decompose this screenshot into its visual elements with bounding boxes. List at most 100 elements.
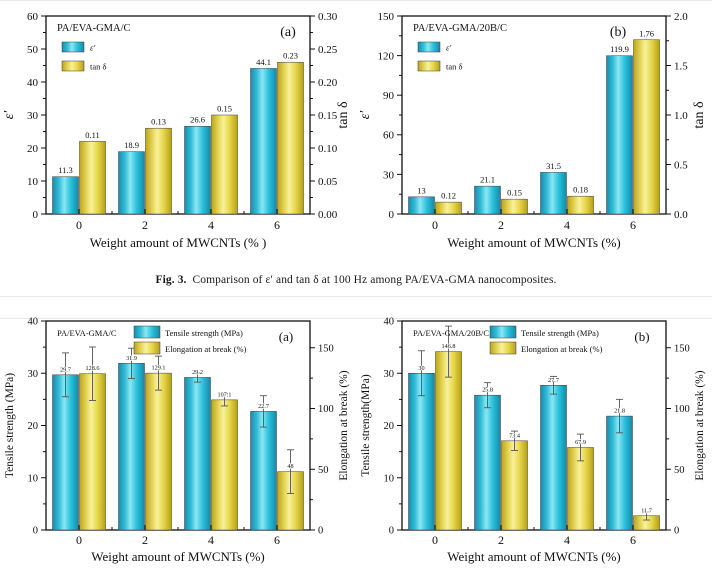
legend: ε′ tan δ bbox=[61, 41, 107, 72]
bar-value-label: 44.1 bbox=[256, 57, 271, 67]
left-tick-label: 10 bbox=[27, 176, 39, 188]
bar-cyan-0 bbox=[408, 373, 435, 531]
left-axis: 0 10 20 30 40 50 60 ε′ bbox=[2, 11, 46, 221]
right-axis-title: Elongation at break (%) bbox=[694, 370, 706, 480]
bar-cyan-2 bbox=[118, 151, 145, 215]
legend-label: tan δ bbox=[90, 62, 107, 72]
bar-yellow-6 bbox=[277, 61, 304, 215]
left-tick-label: 120 bbox=[378, 50, 395, 62]
right-tick-label: 50 bbox=[674, 465, 685, 476]
left-tick-label: 20 bbox=[384, 421, 395, 432]
right-tick-label: 150 bbox=[318, 343, 334, 354]
x-tick-label: 2 bbox=[498, 533, 504, 547]
bar-yellow-0 bbox=[435, 351, 462, 531]
bar-yellow-6 bbox=[633, 39, 660, 215]
x-axis: 0 2 4 6 Weight amount of MWCNTs (%) bbox=[76, 525, 280, 564]
x-axis: 0 2 4 6 Weight amount of MWCNTs (%) bbox=[432, 525, 636, 564]
bar-value-label: 13 bbox=[417, 185, 426, 195]
left-axis-title: Tensile strength (MPa) bbox=[4, 373, 16, 478]
bar-cyan-6 bbox=[250, 68, 277, 215]
x-axis-title: Weight amount of MWCNTs (% ) bbox=[90, 235, 267, 250]
bars: 30 25.8 27.7 21.8 146.8 73.4 67.9 11.7 bbox=[408, 325, 660, 531]
legend-swatch-yellow bbox=[61, 60, 85, 72]
bar-value-label: 119.9 bbox=[610, 44, 629, 54]
bar-value-label: 0.15 bbox=[507, 188, 522, 198]
right-axis: 0.00 0.05 0.10 0.15 0.20 0.25 0.30 tan δ bbox=[310, 11, 351, 221]
bar-value-label: 27.7 bbox=[548, 377, 559, 384]
x-tick-label: 4 bbox=[208, 218, 214, 232]
error-bar bbox=[484, 382, 491, 409]
x-tick-label: 4 bbox=[564, 218, 570, 232]
chart-dielectric-20b: 0 30 60 90 120 150 ε′ 0.0 0.5 1.0 1.5 2.0 tan δ 0 2 4 6W… bbox=[358, 11, 707, 250]
right-axis: 0 50 100 150 Elongation at break (%) bbox=[666, 343, 706, 537]
left-tick-label: 40 bbox=[27, 77, 39, 89]
right-tick-label: 2.0 bbox=[674, 11, 688, 23]
error-bar bbox=[577, 433, 584, 462]
right-tick-label: 0.05 bbox=[318, 176, 338, 188]
bar-value-label: 0.15 bbox=[217, 104, 232, 114]
left-tick-label: 0 bbox=[389, 209, 395, 221]
legend-label: tan δ bbox=[446, 62, 463, 72]
left-tick-label: 40 bbox=[384, 317, 395, 328]
error-bar bbox=[194, 372, 201, 383]
bar-yellow-4 bbox=[211, 399, 238, 531]
bar-cyan-6 bbox=[250, 411, 277, 531]
right-tick-label: 1.0 bbox=[674, 110, 688, 122]
x-tick-label: 4 bbox=[208, 533, 214, 547]
right-tick-label: 0.00 bbox=[318, 209, 338, 221]
page-rule-mid bbox=[0, 296, 712, 297]
error-bar bbox=[260, 395, 267, 428]
x-axis: 0 2 4 6 Weight amount of MWCNTs (%) bbox=[432, 209, 636, 250]
right-tick-label: 100 bbox=[674, 404, 690, 415]
left-tick-label: 20 bbox=[28, 421, 39, 432]
x-tick-label: 6 bbox=[630, 533, 636, 547]
left-tick-label: 20 bbox=[27, 143, 39, 155]
error-bar bbox=[445, 325, 452, 378]
chart-slot-mechanical-20b: 0 10 20 30 40 Tensile strength(MPa) 0 50 100 150 E… bbox=[356, 308, 712, 573]
right-tick-label: 0.25 bbox=[318, 44, 338, 56]
x-tick-label: 2 bbox=[498, 218, 504, 232]
page-rule-top bbox=[0, 0, 712, 1]
bar-yellow-2 bbox=[145, 127, 172, 215]
error-bar bbox=[287, 449, 294, 494]
x-tick-label: 0 bbox=[76, 533, 82, 547]
panel-title: PA/EVA-GMA/20B/C bbox=[413, 328, 489, 338]
x-axis-title: Weight amount of MWCNTs (%) bbox=[447, 549, 621, 564]
panel-label: (b) bbox=[634, 329, 649, 344]
x-tick-label: 0 bbox=[76, 218, 82, 232]
bar-value-label: 31.9 bbox=[126, 355, 137, 362]
left-tick-label: 10 bbox=[384, 473, 395, 484]
bar-value-label: 128.6 bbox=[86, 365, 100, 372]
bar-value-label: 48 bbox=[287, 463, 293, 470]
x-tick-label: 6 bbox=[274, 218, 280, 232]
panel-label: (b) bbox=[610, 25, 627, 40]
bar-value-label: 107.1 bbox=[218, 391, 232, 398]
left-tick-label: 50 bbox=[27, 44, 39, 56]
right-axis-title: tan δ bbox=[336, 101, 351, 129]
figure-caption: Fig. 3. Comparison of ε′ and tan δ at 100… bbox=[0, 274, 712, 286]
right-axis: 0 50 100 150 Elongation at break (%) bbox=[310, 343, 350, 537]
bar-cyan-0 bbox=[52, 176, 79, 215]
left-axis-title: Tensile strength(MPa) bbox=[360, 374, 372, 477]
left-axis-title: ε′ bbox=[2, 110, 17, 120]
legend-label: Elongation at break (%) bbox=[165, 344, 247, 354]
right-tick-label: 0.20 bbox=[318, 77, 338, 89]
bar-value-label: 29.7 bbox=[60, 366, 71, 373]
bar-cyan-0 bbox=[408, 196, 435, 215]
bars: 29.7 31.9 29.2 22.7 128.6 129.1 107.1 48 bbox=[52, 346, 304, 531]
legend-label: Tensile strength (MPa) bbox=[521, 328, 599, 338]
left-tick-label: 40 bbox=[28, 317, 39, 328]
bar-value-label: 0.12 bbox=[441, 191, 456, 201]
legend-swatch-cyan bbox=[489, 325, 517, 339]
right-axis-title: Elongation at break (%) bbox=[338, 370, 350, 480]
left-tick-label: 30 bbox=[28, 369, 39, 380]
bar-yellow-4 bbox=[567, 195, 594, 215]
legend-label: ε′ bbox=[446, 43, 451, 53]
x-axis: 0 2 4 6 Weight amount of MWCNTs (% ) bbox=[76, 209, 280, 250]
bar-value-label: 0.18 bbox=[573, 185, 588, 195]
bar-value-label: 0.11 bbox=[85, 130, 100, 140]
error-bar bbox=[616, 398, 623, 434]
x-tick-label: 0 bbox=[432, 533, 438, 547]
x-tick-label: 4 bbox=[564, 533, 570, 547]
